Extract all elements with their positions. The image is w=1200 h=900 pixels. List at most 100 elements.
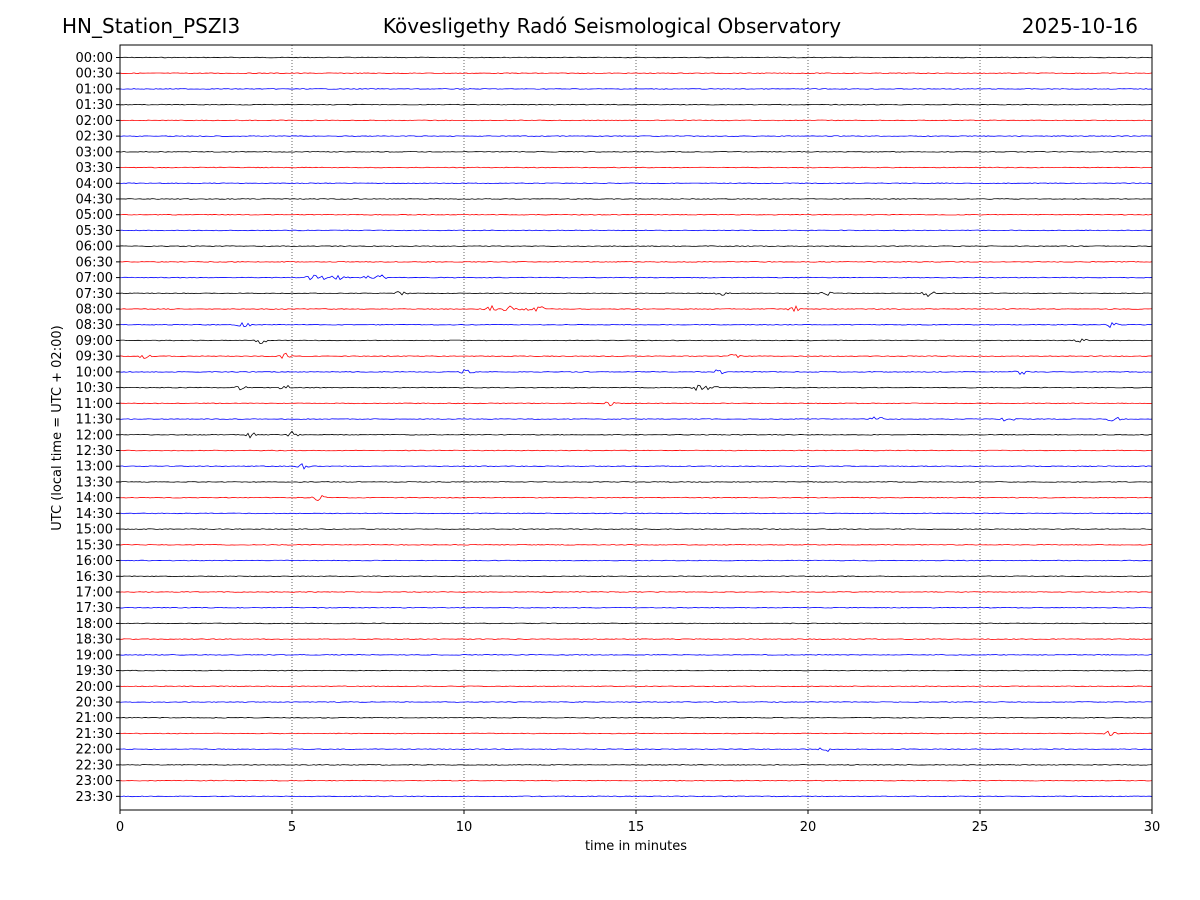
y-tick-label: 04:30: [76, 192, 113, 207]
y-tick-label: 01:00: [76, 82, 113, 97]
trace-0000: [119, 56, 1153, 59]
y-tick-label: 10:00: [76, 365, 113, 380]
trace-1630: [119, 575, 1153, 578]
trace-1730: [119, 606, 1153, 609]
trace-2000: [119, 685, 1153, 688]
trace-0430: [119, 198, 1153, 200]
trace-2330: [119, 795, 1153, 798]
trace-0630: [119, 261, 1153, 263]
y-tick-label: 20:00: [76, 680, 113, 695]
y-tick-label: 11:00: [76, 397, 113, 412]
trace-0930: [119, 352, 1153, 360]
trace-1000: [119, 369, 1153, 376]
y-tick-label: 16:00: [76, 554, 113, 569]
y-tick-label: 08:30: [76, 318, 113, 333]
trace-2100: [119, 716, 1153, 719]
trace-0500: [119, 213, 1153, 216]
trace-0100: [119, 88, 1153, 90]
y-tick-label: 17:00: [76, 585, 113, 600]
y-tick-label: 00:30: [76, 67, 113, 82]
trace-0700: [119, 274, 1153, 281]
y-tick-label: 19:30: [76, 664, 113, 679]
x-axis-label: time in minutes: [585, 839, 687, 854]
y-tick-label: 04:00: [76, 177, 113, 192]
y-tick-label: 07:00: [76, 271, 113, 286]
y-tick-label: 23:30: [76, 790, 113, 805]
trace-1430: [119, 512, 1153, 515]
y-tick-label: 07:30: [76, 287, 113, 302]
y-tick-label: 18:00: [76, 617, 113, 632]
y-tick-label: 06:00: [76, 240, 113, 255]
y-tick-label: 12:00: [76, 428, 113, 443]
plot-frame: [119, 44, 1153, 811]
x-tick-label: 25: [972, 820, 989, 835]
grid-layer: [291, 45, 981, 810]
y-tick-label: 17:30: [76, 601, 113, 616]
trace-2300: [119, 779, 1153, 782]
y-tick-label: 14:30: [76, 507, 113, 522]
trace-1030: [119, 384, 1153, 392]
y-tick-label: 16:30: [76, 570, 113, 585]
y-tick-label: 13:30: [76, 475, 113, 490]
trace-0530: [119, 229, 1153, 232]
trace-1830: [119, 638, 1153, 640]
trace-1900: [119, 654, 1153, 656]
trace-2130: [119, 730, 1153, 737]
trace-0030: [119, 72, 1153, 74]
y-tick-label: 08:00: [76, 303, 113, 318]
trace-1330: [119, 481, 1153, 483]
y-tick-label: 14:00: [76, 491, 113, 506]
trace-0900: [119, 338, 1153, 344]
y-tick-label: 21:30: [76, 727, 113, 742]
trace-1600: [119, 559, 1153, 562]
trace-2030: [119, 701, 1153, 703]
y-tick-label: 02:30: [76, 130, 113, 145]
trace-0830: [119, 321, 1153, 329]
trace-0600: [119, 245, 1153, 247]
trace-0400: [119, 182, 1153, 185]
x-tick-label: 15: [628, 820, 645, 835]
y-tick-label: 05:00: [76, 208, 113, 223]
trace-1800: [119, 622, 1153, 625]
x-tick-label: 20: [800, 820, 817, 835]
trace-2200: [119, 747, 1153, 752]
y-tick-label: 15:30: [76, 538, 113, 553]
observatory-title: Kövesligethy Radó Seismological Observat…: [382, 14, 842, 38]
y-axis-label: UTC (local time = UTC + 02:00): [50, 325, 65, 530]
y-tick-label: 09:00: [76, 334, 113, 349]
trace-0130: [119, 103, 1153, 106]
station-title: HN_Station_PSZI3: [62, 14, 241, 38]
y-tick-label: 03:00: [76, 145, 113, 160]
trace-0300: [119, 151, 1153, 153]
date-title: 2025-10-16: [1021, 14, 1138, 38]
trace-0230: [119, 135, 1153, 137]
y-tick-label: 05:30: [76, 224, 113, 239]
y-tick-label: 21:00: [76, 711, 113, 726]
y-tick-label: 12:30: [76, 444, 113, 459]
trace-0330: [119, 166, 1153, 169]
trace-0200: [119, 119, 1153, 122]
y-tick-label: 13:00: [76, 460, 113, 475]
y-tick-label: 22:30: [76, 758, 113, 773]
trace-2230: [119, 764, 1153, 766]
y-tick-label: 09:30: [76, 350, 113, 365]
trace-1930: [119, 669, 1153, 672]
trace-1700: [119, 591, 1153, 593]
trace-layer: [119, 56, 1153, 798]
y-tick-label: 02:00: [76, 114, 113, 129]
y-tick-label: 01:30: [76, 98, 113, 113]
x-tick-label: 30: [1144, 820, 1161, 835]
trace-0730: [119, 291, 1153, 298]
trace-1530: [119, 544, 1153, 546]
axis-layer: 0 5 10 15 20 25 30 00:0000:3001:0001:3002:0002:…: [76, 51, 1161, 835]
y-tick-label: 03:30: [76, 161, 113, 176]
x-tick-label: 0: [116, 820, 124, 835]
x-tick-label: 10: [456, 820, 473, 835]
y-tick-label: 19:00: [76, 648, 113, 663]
trace-1130: [119, 416, 1153, 422]
trace-1300: [119, 463, 1153, 470]
y-tick-label: 11:30: [76, 413, 113, 428]
y-tick-label: 00:00: [76, 51, 113, 66]
trace-1100: [119, 401, 1153, 407]
